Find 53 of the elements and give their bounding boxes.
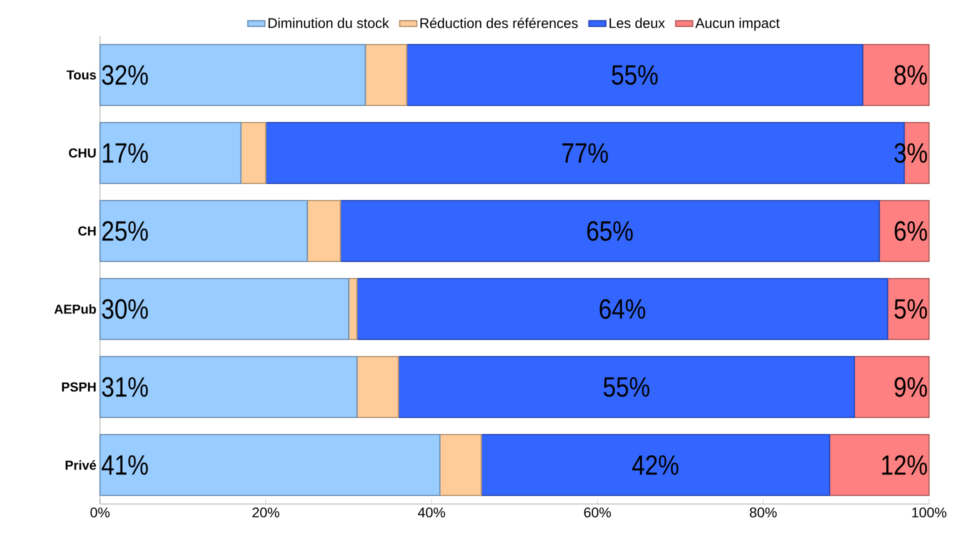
bar — [340, 200, 880, 262]
bar — [99, 434, 440, 496]
bar — [878, 200, 930, 262]
x-tick-label: 20% — [252, 508, 280, 518]
data-label: 17% — [103, 143, 148, 163]
bar — [99, 356, 358, 418]
bar — [398, 356, 855, 418]
bar — [854, 356, 930, 418]
data-label: 12% — [882, 455, 927, 475]
data-label: 8% — [894, 65, 927, 85]
y-tick-label: Privé — [66, 460, 96, 470]
data-label: 65% — [587, 221, 633, 241]
data-label: 55% — [612, 65, 658, 85]
y-tick-label: PSPH — [62, 382, 96, 392]
data-label: 32% — [102, 65, 148, 85]
data-label: 9% — [894, 377, 927, 397]
legend-label: Réduction des références — [420, 18, 578, 28]
y-tick-label: CH — [78, 226, 96, 236]
data-label: 64% — [600, 299, 646, 319]
bar — [439, 434, 482, 496]
bar — [99, 278, 350, 340]
bar — [364, 44, 408, 106]
legend-label: Aucun impact — [695, 18, 780, 31]
y-tick-label: CHU — [68, 148, 96, 158]
bar — [862, 44, 930, 106]
data-label: 55% — [604, 377, 650, 397]
bar — [406, 44, 864, 106]
x-tick-label: 40% — [418, 508, 446, 518]
x-tick-label: 60% — [584, 508, 611, 518]
bar — [480, 434, 830, 496]
bar — [99, 200, 308, 262]
x-tick-label: 100% — [912, 508, 946, 518]
y-tick-label: Tous — [66, 70, 96, 80]
x-tick-label: 0% — [90, 508, 110, 518]
data-label: 41% — [102, 455, 148, 475]
data-label: 6% — [894, 221, 927, 241]
legend-label: Diminution du stock — [268, 18, 390, 28]
bar — [356, 278, 888, 340]
data-label: 5% — [894, 299, 927, 319]
legend-label: Les deux — [610, 18, 665, 28]
y-tick-label: AEPub — [54, 304, 96, 314]
bar — [240, 122, 266, 184]
data-label: 42% — [632, 455, 678, 475]
data-label: 30% — [102, 299, 148, 319]
data-label: 25% — [102, 221, 148, 241]
data-label: 31% — [102, 377, 148, 397]
bar — [99, 44, 366, 106]
bar — [99, 122, 242, 184]
bar — [828, 434, 930, 496]
data-label: 77% — [562, 143, 608, 163]
bar — [356, 356, 400, 418]
x-tick-label: 80% — [750, 508, 777, 518]
bar — [306, 200, 342, 262]
